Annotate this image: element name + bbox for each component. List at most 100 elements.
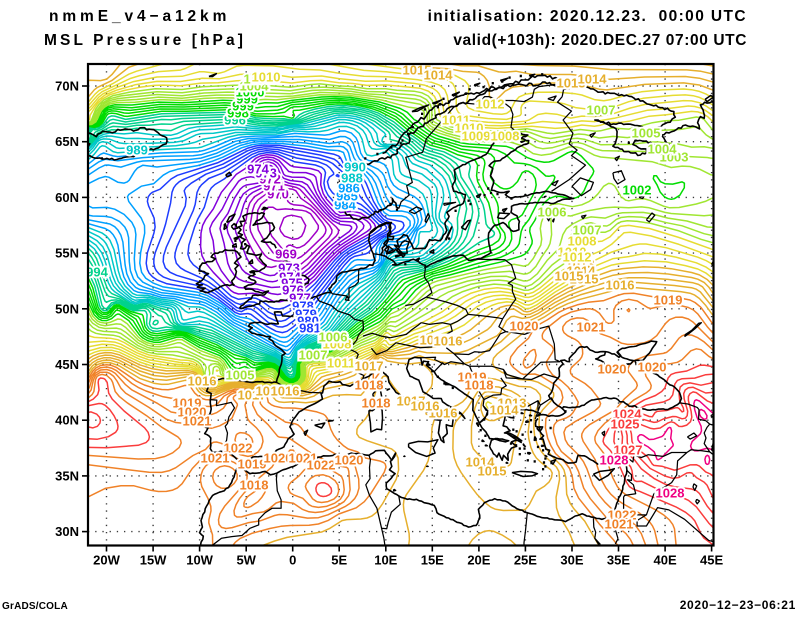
svg-text:1017: 1017 bbox=[397, 394, 426, 409]
svg-text:5E: 5E bbox=[331, 553, 347, 568]
svg-text:30N: 30N bbox=[55, 524, 79, 539]
svg-text:1017: 1017 bbox=[355, 359, 384, 374]
svg-text:1007: 1007 bbox=[299, 348, 328, 363]
svg-text:50N: 50N bbox=[55, 301, 79, 316]
svg-text:1015: 1015 bbox=[555, 269, 584, 284]
svg-text:35N: 35N bbox=[55, 468, 79, 483]
svg-text:999: 999 bbox=[236, 92, 258, 107]
svg-text:45N: 45N bbox=[55, 357, 79, 372]
svg-text:1016: 1016 bbox=[188, 374, 217, 389]
svg-text:0: 0 bbox=[289, 553, 296, 568]
svg-text:976: 976 bbox=[282, 283, 304, 298]
svg-text:1016: 1016 bbox=[606, 278, 635, 293]
svg-text:1021: 1021 bbox=[183, 414, 212, 429]
svg-text:990: 990 bbox=[344, 160, 366, 175]
svg-text:1015: 1015 bbox=[478, 464, 507, 479]
svg-text:1007: 1007 bbox=[587, 103, 616, 118]
svg-text:1018: 1018 bbox=[240, 478, 269, 493]
svg-text:70N: 70N bbox=[55, 79, 79, 94]
svg-text:1021: 1021 bbox=[201, 451, 230, 466]
svg-text:1003: 1003 bbox=[660, 150, 689, 165]
svg-text:1015: 1015 bbox=[256, 384, 285, 399]
svg-text:10E: 10E bbox=[374, 553, 397, 568]
svg-text:998: 998 bbox=[227, 106, 249, 121]
svg-text:1018: 1018 bbox=[465, 378, 494, 393]
svg-text:975: 975 bbox=[281, 276, 303, 291]
svg-text:65N: 65N bbox=[55, 134, 79, 149]
svg-text:1008: 1008 bbox=[323, 337, 352, 352]
svg-text:1005: 1005 bbox=[226, 368, 255, 383]
svg-text:969: 969 bbox=[275, 247, 297, 262]
svg-text:1024: 1024 bbox=[613, 407, 643, 422]
svg-text:1002: 1002 bbox=[623, 183, 652, 198]
svg-text:1014: 1014 bbox=[578, 72, 608, 87]
svg-text:984: 984 bbox=[334, 198, 356, 213]
svg-text:1014: 1014 bbox=[490, 403, 520, 418]
svg-text:10W: 10W bbox=[186, 553, 213, 568]
svg-text:970: 970 bbox=[267, 187, 289, 202]
svg-text:1021: 1021 bbox=[289, 451, 318, 466]
svg-text:1006: 1006 bbox=[319, 330, 348, 345]
svg-text:1020: 1020 bbox=[598, 362, 627, 377]
svg-text:1012: 1012 bbox=[330, 358, 359, 373]
svg-text:973: 973 bbox=[278, 261, 300, 276]
svg-text:35E: 35E bbox=[607, 553, 630, 568]
svg-text:977: 977 bbox=[289, 291, 311, 306]
svg-text:1027: 1027 bbox=[614, 443, 643, 458]
svg-text:valid(+103h): 2020.DEC.27 07:0: valid(+103h): 2020.DEC.27 07:00 UTC bbox=[453, 32, 747, 49]
svg-text:20W: 20W bbox=[93, 553, 120, 568]
svg-text:1000: 1000 bbox=[236, 85, 265, 100]
svg-text:1019: 1019 bbox=[458, 370, 487, 385]
svg-text:1005: 1005 bbox=[632, 126, 661, 141]
svg-text:1022: 1022 bbox=[307, 458, 336, 473]
svg-text:996: 996 bbox=[224, 113, 246, 128]
svg-text:1010: 1010 bbox=[558, 245, 587, 260]
svg-text:971: 971 bbox=[263, 179, 285, 194]
svg-text:1014: 1014 bbox=[466, 455, 496, 470]
svg-text:1008: 1008 bbox=[491, 129, 520, 144]
svg-text:1019: 1019 bbox=[238, 457, 267, 472]
svg-text:1028: 1028 bbox=[600, 453, 629, 468]
svg-text:30E: 30E bbox=[560, 553, 583, 568]
svg-text:1015: 1015 bbox=[570, 272, 599, 287]
svg-text:1020: 1020 bbox=[264, 451, 293, 466]
svg-text:1022: 1022 bbox=[224, 441, 253, 456]
svg-text:25E: 25E bbox=[514, 553, 537, 568]
svg-text:1020: 1020 bbox=[510, 319, 539, 334]
svg-text:999: 999 bbox=[232, 99, 254, 114]
svg-text:MSL Pressure [hPa]: MSL Pressure [hPa] bbox=[44, 32, 246, 49]
svg-text:1015: 1015 bbox=[403, 63, 432, 78]
svg-text:1016: 1016 bbox=[434, 334, 463, 349]
svg-text:1020: 1020 bbox=[335, 453, 364, 468]
svg-text:989: 989 bbox=[126, 143, 148, 158]
svg-text:1010: 1010 bbox=[455, 121, 484, 136]
svg-text:980: 980 bbox=[297, 314, 319, 329]
svg-text:1020: 1020 bbox=[638, 360, 667, 375]
svg-text:1018: 1018 bbox=[355, 378, 384, 393]
svg-text:1019: 1019 bbox=[173, 396, 202, 411]
svg-text:45E: 45E bbox=[700, 553, 723, 568]
svg-text:1020: 1020 bbox=[178, 405, 207, 420]
svg-text:1017: 1017 bbox=[356, 360, 385, 375]
svg-text:40N: 40N bbox=[55, 413, 79, 428]
svg-text:1019: 1019 bbox=[654, 293, 683, 308]
svg-text:973: 973 bbox=[255, 166, 277, 181]
svg-text:1016: 1016 bbox=[429, 406, 458, 421]
svg-text:55N: 55N bbox=[55, 246, 79, 261]
svg-text:1022: 1022 bbox=[608, 508, 637, 523]
svg-text:40E: 40E bbox=[654, 553, 677, 568]
svg-text:1005: 1005 bbox=[244, 72, 273, 87]
svg-text:979: 979 bbox=[295, 307, 317, 322]
svg-text:2020−12−23−06:21: 2020−12−23−06:21 bbox=[680, 598, 796, 612]
svg-text:15E: 15E bbox=[421, 553, 444, 568]
svg-text:1011: 1011 bbox=[327, 356, 355, 371]
svg-text:1011: 1011 bbox=[442, 113, 470, 128]
svg-text:60N: 60N bbox=[55, 190, 79, 205]
svg-text:1017: 1017 bbox=[238, 388, 267, 403]
svg-text:1014: 1014 bbox=[424, 68, 454, 83]
svg-text:974: 974 bbox=[279, 270, 301, 285]
svg-text:1016: 1016 bbox=[271, 384, 300, 399]
svg-text:1004: 1004 bbox=[240, 79, 270, 94]
svg-text:986: 986 bbox=[338, 181, 360, 196]
svg-text:1012: 1012 bbox=[476, 97, 505, 112]
